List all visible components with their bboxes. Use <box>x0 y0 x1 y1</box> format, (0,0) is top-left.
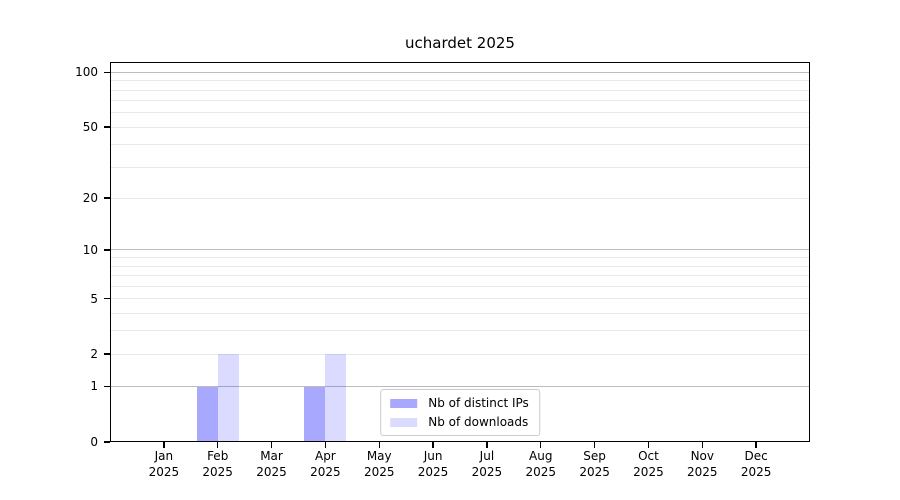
x-tick-label: Mar 2025 <box>236 449 308 480</box>
x-tick-label: Aug 2025 <box>505 449 577 480</box>
bar-downloads <box>217 354 239 442</box>
x-tick-label-year: 2025 <box>363 464 395 479</box>
gridline-minor <box>110 166 810 168</box>
x-tick-label: Jun 2025 <box>397 449 469 480</box>
x-tick-label: Nov 2025 <box>666 449 738 480</box>
gridline-minor <box>110 80 810 82</box>
x-tick-label-month: Jan <box>154 449 174 463</box>
gridline-major <box>110 386 810 387</box>
legend-swatch <box>390 398 418 408</box>
x-tick-label: Dec 2025 <box>720 449 792 480</box>
x-tick-label: Oct 2025 <box>612 449 684 480</box>
x-tick-label-month: May <box>366 449 392 463</box>
gridline-minor <box>110 197 810 199</box>
x-tick-mark <box>593 442 596 448</box>
x-tick-mark <box>324 442 327 448</box>
x-tick-label-year: 2025 <box>256 464 287 479</box>
legend-label: Nb of distinct IPs <box>428 396 529 410</box>
legend-item: Nb of downloads <box>390 415 529 429</box>
x-tick-mark <box>163 442 165 448</box>
x-tick-label: Sep 2025 <box>559 449 631 480</box>
grid-layer <box>110 62 810 442</box>
x-tick-label-month: Mar <box>260 449 283 463</box>
gridline-minor <box>110 100 810 102</box>
y-tick-mark <box>104 441 110 443</box>
y-tick-mark <box>104 197 110 199</box>
x-tick-label-month: Apr <box>314 449 336 463</box>
x-tick-label: Feb 2025 <box>182 449 254 480</box>
gridline-minor <box>110 265 810 267</box>
x-tick-label-month: Jul <box>479 449 495 463</box>
y-tick-label: 20 <box>82 191 98 206</box>
x-tick-label: May 2025 <box>343 449 415 480</box>
plot-area: Nb of distinct IPs Nb of downloads <box>110 62 810 442</box>
x-tick-label-month: Jun <box>423 449 443 463</box>
x-tick-label-year: 2025 <box>202 464 233 479</box>
gridline-minor <box>110 112 810 114</box>
x-tick-label: Apr 2025 <box>289 449 361 480</box>
x-tick-mark <box>432 442 434 448</box>
x-tick-mark <box>701 442 703 448</box>
y-tick-label: 1 <box>90 379 98 394</box>
x-tick-label-year: 2025 <box>579 464 610 479</box>
gridline-minor <box>110 298 810 300</box>
x-tick-label-year: 2025 <box>740 464 772 479</box>
gridline-minor <box>110 257 810 259</box>
x-tick-label-year: 2025 <box>471 464 503 479</box>
bar-distinct-ips <box>304 386 326 442</box>
gridline-minor <box>110 274 810 276</box>
x-tick-label-year: 2025 <box>310 464 341 479</box>
x-tick-label-year: 2025 <box>687 464 718 479</box>
gridline-minor <box>110 144 810 146</box>
x-tick-label-year: 2025 <box>633 464 664 479</box>
legend-label: Nb of downloads <box>428 415 529 429</box>
x-tick-label-month: Dec <box>744 449 768 463</box>
y-tick-label: 2 <box>90 347 98 362</box>
x-tick-label: Jan 2025 <box>128 449 200 480</box>
x-tick-label-month: Nov <box>690 449 714 463</box>
gridline-minor <box>110 353 810 355</box>
x-tick-mark <box>270 442 273 448</box>
x-tick-label-year: 2025 <box>148 464 180 479</box>
legend: Nb of distinct IPs Nb of downloads <box>380 389 540 436</box>
x-tick-label-month: Oct <box>638 449 659 463</box>
gridline-minor <box>110 285 810 287</box>
gridline-major <box>110 249 810 251</box>
y-tick-label: 5 <box>90 291 98 306</box>
chart-title: uchardet 2025 <box>405 34 515 52</box>
bars-layer <box>110 62 810 442</box>
gridline-major <box>110 71 810 73</box>
y-tick-mark <box>104 71 110 74</box>
x-tick-mark <box>216 442 219 448</box>
gridline-minor <box>110 89 810 91</box>
y-tick-label: 100 <box>75 65 98 80</box>
legend-swatch <box>390 417 418 427</box>
bar-downloads <box>325 354 347 442</box>
x-tick-label: Jul 2025 <box>451 449 523 480</box>
x-tick-mark <box>486 442 488 448</box>
bar-distinct-ips <box>196 386 218 442</box>
y-tick-label: 0 <box>90 435 98 449</box>
x-tick-label-year: 2025 <box>417 464 449 479</box>
gridline-minor <box>110 126 810 128</box>
x-tick-mark <box>647 442 650 448</box>
y-tick-mark <box>104 353 110 355</box>
y-tick-mark <box>104 385 110 388</box>
y-tick-label: 10 <box>82 242 98 257</box>
x-tick-mark <box>755 442 757 448</box>
legend-item: Nb of distinct IPs <box>390 396 529 410</box>
y-tick-mark <box>104 297 110 300</box>
x-tick-mark <box>540 442 542 448</box>
y-tick-mark <box>104 249 110 251</box>
x-tick-label-year: 2025 <box>525 464 557 479</box>
gridline-minor <box>110 330 810 332</box>
x-tick-label-month: Feb <box>207 449 229 463</box>
x-tick-mark <box>378 442 380 448</box>
y-tick-mark <box>104 126 110 128</box>
x-tick-label-month: Aug <box>529 449 553 463</box>
y-tick-label: 50 <box>82 120 98 135</box>
gridline-minor <box>110 312 810 314</box>
x-tick-label-month: Sep <box>583 449 606 463</box>
